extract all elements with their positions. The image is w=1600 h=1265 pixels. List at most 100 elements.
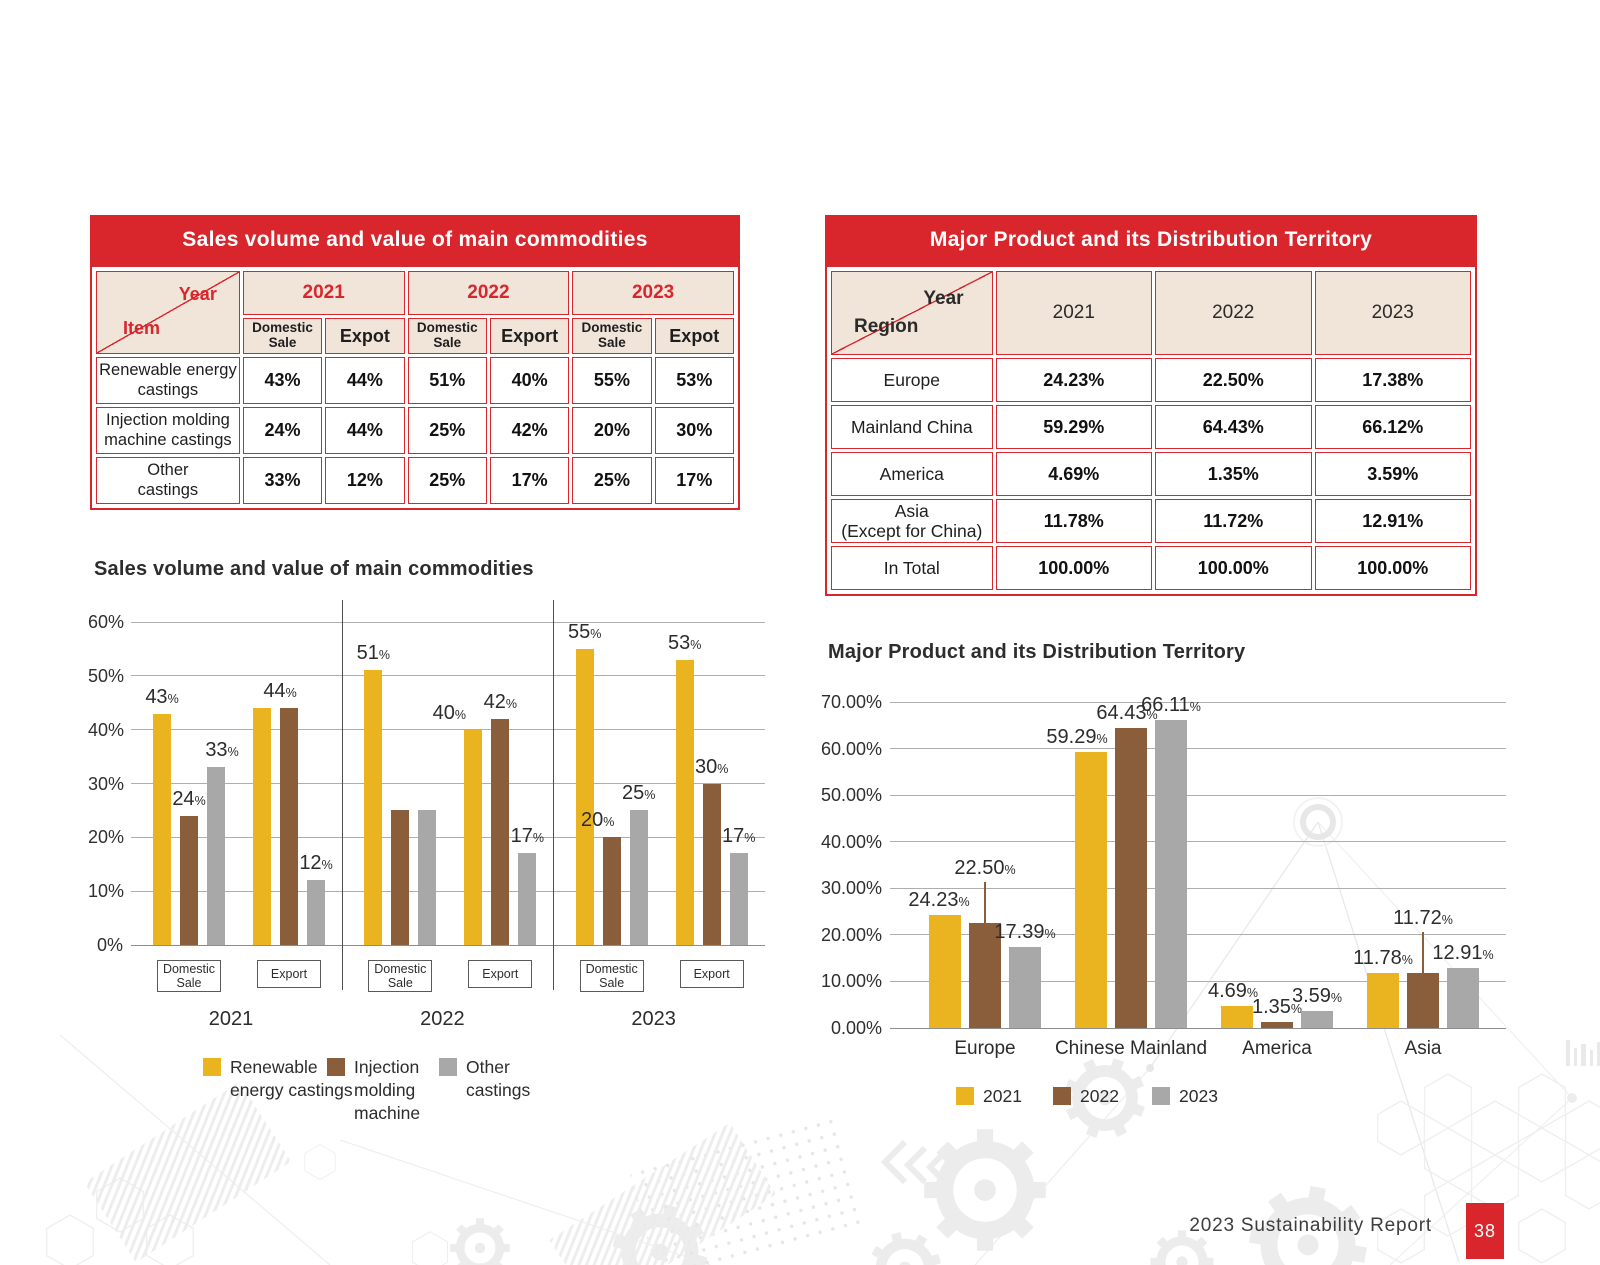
- bar-label: 24.23%: [908, 889, 969, 912]
- percent-sign: %: [1441, 913, 1453, 928]
- territory-chart-plot: 70.00% 60.00% 50.00% 40.00% 30.00% 20.00% 10.0…: [810, 632, 1550, 1142]
- value-cell: 40%: [489, 357, 570, 404]
- x-axis-category-label: Asia: [1404, 1038, 1442, 1059]
- bar: [307, 880, 325, 945]
- bar-label: 11.78%: [1353, 947, 1413, 970]
- sales-table-title: Sales volume and value of main commoditi…: [90, 215, 740, 265]
- gridline: [131, 783, 765, 784]
- gridline: [890, 980, 1506, 982]
- table-row: Renewable energy castings 43% 44% 51% 40% 55%…: [96, 357, 734, 404]
- percent-sign: %: [1004, 863, 1016, 878]
- percent-sign: %: [532, 831, 545, 846]
- bar-label: 64.43%: [1096, 702, 1157, 725]
- x-axis-year-label: 2021: [208, 1008, 254, 1030]
- sub-header-0: Domestic Sale: [242, 318, 323, 354]
- bar: [1367, 973, 1399, 1028]
- diagonal-divider: [832, 272, 992, 354]
- bar: [253, 708, 271, 945]
- bar-label: 33%: [205, 739, 238, 762]
- value-cell: 4.69%: [995, 452, 1153, 496]
- legend-item: 2023: [1152, 1085, 1218, 1108]
- bar-label: 55%: [568, 621, 601, 644]
- sub-header-4: Domestic Sale: [572, 318, 652, 354]
- bar-label: 51%: [357, 642, 390, 665]
- bar-label-value: 12.91: [1432, 941, 1483, 964]
- gridline: [890, 1027, 1506, 1029]
- bar-label: 17%: [722, 825, 755, 848]
- bar: [464, 729, 483, 945]
- y-tick-label: 0.00%: [830, 1018, 882, 1038]
- bar-label-value: 24: [172, 787, 195, 810]
- year-divider: [553, 600, 555, 990]
- footer-report-title: 2023 Sustainability Report: [1189, 1215, 1432, 1236]
- percent-sign: %: [1482, 947, 1494, 962]
- bar-label: 12.91%: [1432, 942, 1493, 965]
- gridline: [131, 944, 765, 946]
- bar: [929, 915, 961, 1028]
- bar-label-value: 64.43: [1096, 701, 1147, 724]
- bar: [729, 853, 748, 945]
- x-axis-category-label: Europe: [954, 1038, 1016, 1059]
- corner-year-label: Year: [178, 284, 217, 304]
- table-row: Asia (Except for China) 11.78% 11.72% 12.91…: [831, 499, 1471, 543]
- bar-label-value: 22.50: [954, 857, 1005, 880]
- year-header-2023: 2023: [572, 271, 734, 315]
- bar-label-value: 17.39: [994, 921, 1045, 943]
- percent-sign: %: [1330, 991, 1343, 1006]
- x-axis-year-label: 2022: [420, 1008, 465, 1030]
- percent-sign: %: [194, 793, 206, 808]
- value-cell: 100.00%: [1314, 546, 1471, 590]
- bar-label: 42%: [484, 691, 517, 714]
- legend-label: 2022: [1080, 1086, 1119, 1106]
- legend-swatch: [1053, 1087, 1071, 1105]
- bar-label-value: 25: [621, 782, 645, 805]
- bar-label: 17.39%: [994, 921, 1055, 944]
- year-header-2022: 2022: [407, 271, 570, 315]
- territory-table: Year Region 2021 2022 2023 Europe 24.23% 2…: [828, 268, 1474, 593]
- bar: [602, 837, 621, 945]
- bar: [575, 648, 594, 945]
- percent-sign: %: [744, 831, 756, 846]
- percent-sign: %: [1401, 953, 1413, 968]
- bar: [391, 810, 410, 945]
- value-cell: 66.12%: [1314, 405, 1471, 449]
- y-tick-label: 50%: [88, 665, 125, 686]
- territory-table-corner-cell: Year Region: [831, 271, 993, 355]
- bar: [1301, 1011, 1333, 1028]
- sales-table: Year Item 2021 2022 2023 Domestic Sale Ex…: [93, 268, 737, 507]
- y-tick-label: 20%: [88, 827, 125, 848]
- bar: [1115, 727, 1147, 1028]
- x-axis-category-box: Export: [257, 960, 321, 988]
- bar: [1447, 967, 1479, 1028]
- year-header-2021: 2021: [242, 271, 405, 315]
- region-cell: Mainland China: [831, 405, 993, 449]
- sub-header-5: Expot: [654, 318, 734, 354]
- legend-label: 2021: [983, 1086, 1022, 1106]
- bar-label: 66.11%: [1141, 694, 1201, 717]
- bar-label-value: 30: [694, 755, 718, 778]
- value-cell: 25%: [572, 457, 652, 504]
- gridline: [131, 675, 765, 677]
- bar: [969, 923, 1001, 1028]
- territory-chart-title: Major Product and its Distribution Terri…: [828, 641, 1246, 663]
- bar: [207, 767, 225, 945]
- y-tick-label: 70.00%: [820, 692, 882, 712]
- x-axis-category-box: Domestic Sale: [579, 960, 644, 992]
- bar-label-value: 1.35: [1251, 995, 1291, 1018]
- bar: [1155, 720, 1187, 1028]
- percent-sign: %: [590, 626, 602, 641]
- year-header-2022: 2022: [1155, 271, 1312, 355]
- legend-label: Other castings: [466, 1057, 531, 1100]
- table-row: Other castings 33% 12% 25% 17% 25% 17%: [96, 457, 734, 504]
- percent-sign: %: [644, 788, 656, 803]
- percent-sign: %: [454, 707, 467, 722]
- legend-swatch: [1152, 1087, 1170, 1105]
- value-cell: 51%: [407, 357, 487, 404]
- y-tick-label: 60.00%: [820, 738, 882, 759]
- bar: [180, 815, 198, 945]
- bar-label-value: 66.11: [1141, 694, 1190, 717]
- territory-chart: Major Product and its Distribution Terri…: [810, 632, 1550, 1142]
- value-cell: 12%: [325, 457, 405, 504]
- legend-swatch: [439, 1058, 457, 1076]
- value-cell: 30%: [654, 407, 734, 454]
